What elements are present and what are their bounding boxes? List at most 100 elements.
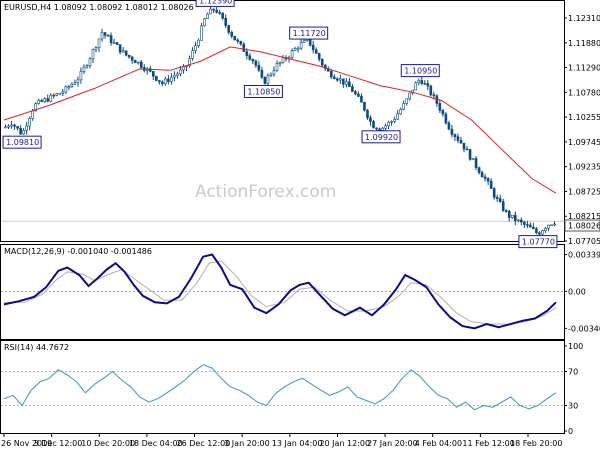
candle-body	[22, 129, 25, 135]
rsi-tick-label: 100	[568, 342, 583, 351]
candle-body	[109, 35, 113, 43]
candle-body	[97, 38, 101, 49]
swing-label-box	[2, 135, 42, 149]
candle-body	[393, 119, 396, 122]
candle-body	[263, 76, 267, 85]
candle-body	[372, 121, 375, 129]
candle-body	[486, 178, 490, 182]
candle-body	[529, 224, 532, 228]
price-tick-label: 1.09745	[568, 138, 600, 147]
candle-body	[269, 73, 273, 77]
macd-main-line	[3, 253, 557, 330]
watermark: ActionForex.com	[195, 182, 336, 202]
candle-body	[31, 110, 34, 119]
macd-pane-header: MACD(12,26,9) -0.001040 -0.001486	[4, 247, 152, 256]
swing-label-box	[195, 0, 235, 7]
candle-body	[290, 50, 294, 58]
candle-body	[438, 103, 442, 111]
price-tick-label: 1.10255	[568, 113, 600, 122]
candle-body	[106, 34, 110, 37]
swing-label: 1.09810	[6, 138, 39, 147]
swing-label: 1.10850	[247, 87, 280, 96]
candle-body	[209, 8, 212, 15]
candle-body	[227, 25, 231, 33]
candle-body	[417, 80, 421, 84]
candle-body	[444, 113, 448, 124]
candle-body	[239, 40, 243, 45]
candle-body	[302, 40, 306, 43]
candle-body	[4, 126, 7, 129]
macd-pane[interactable]	[0, 244, 565, 340]
candle-body	[405, 98, 408, 104]
candle-body	[73, 82, 77, 85]
candle-body	[345, 81, 348, 85]
price-tick-label: 1.07705	[568, 237, 600, 246]
price-tick-label: 1.12310	[568, 14, 600, 23]
candle-body	[251, 59, 255, 62]
candle-body	[402, 103, 405, 110]
candle-body	[526, 224, 529, 226]
candle-body	[456, 136, 460, 141]
candle-body	[224, 17, 228, 26]
candle-body	[167, 78, 170, 82]
candle-body	[516, 219, 520, 222]
time-tick-label: 18 Dec 04:00	[129, 439, 183, 448]
swing-label-box	[400, 64, 440, 78]
candle-body	[82, 66, 86, 72]
candle-body	[37, 100, 40, 104]
candle-body	[70, 83, 74, 88]
rsi-tick-label: 30	[568, 402, 578, 411]
candle-body	[357, 93, 360, 97]
candle-body	[161, 81, 164, 85]
swing-label-box	[361, 130, 401, 144]
price-tick-label: 1.09235	[568, 163, 600, 172]
swing-label: 1.11720	[293, 29, 326, 38]
candle-body	[61, 91, 65, 94]
time-tick-label: 20 Jan 12:00	[319, 439, 370, 448]
rsi-tick-label: 70	[568, 368, 578, 377]
candle-body	[40, 100, 44, 102]
candle-body	[489, 180, 493, 189]
candle-body	[16, 126, 19, 129]
candle-body	[332, 76, 336, 80]
swing-label: 1.09920	[365, 133, 398, 142]
candles	[4, 6, 556, 236]
candle-body	[191, 50, 194, 59]
candle-body	[414, 82, 418, 91]
candle-body	[221, 12, 224, 19]
candle-body	[182, 66, 185, 71]
macd-tick-label: 0.003396	[568, 251, 600, 260]
price-tick-label: 1.08215	[568, 212, 600, 221]
rsi-line	[3, 364, 557, 411]
candle-body	[378, 128, 381, 131]
price-pane-header: EURUSD,H4 1.08092 1.08092 1.08012 1.0802…	[4, 3, 194, 12]
price-tick-label: 1.11290	[568, 64, 600, 73]
time-tick-label: 3 Jan 20:00	[224, 439, 270, 448]
macd-axis: 0.003396 0.00 -0.003404	[564, 251, 600, 333]
candle-body	[155, 75, 158, 81]
candle-body	[254, 60, 258, 66]
candle-body	[396, 113, 399, 120]
rsi-pane[interactable]	[0, 340, 565, 434]
candle-body	[426, 83, 430, 87]
time-tick-label: 26 Dec 12:00	[177, 439, 231, 448]
candle-body	[19, 127, 22, 135]
candle-body	[510, 214, 514, 218]
candle-body	[369, 117, 372, 122]
candle-body	[423, 83, 427, 85]
candle-body	[34, 103, 37, 112]
candle-body	[121, 50, 125, 53]
candle-body	[544, 227, 547, 232]
candle-body	[351, 86, 354, 92]
candle-body	[513, 214, 517, 222]
candle-body	[197, 39, 200, 47]
candle-body	[248, 55, 252, 60]
time-tick-label: 4 Feb 04:00	[415, 439, 462, 448]
price-pane[interactable]	[0, 0, 565, 242]
candle-body	[148, 68, 152, 72]
candle-body	[215, 9, 218, 13]
candle-body	[10, 124, 13, 127]
swing-label: 1.10950	[404, 67, 437, 76]
candle-body	[52, 94, 56, 97]
